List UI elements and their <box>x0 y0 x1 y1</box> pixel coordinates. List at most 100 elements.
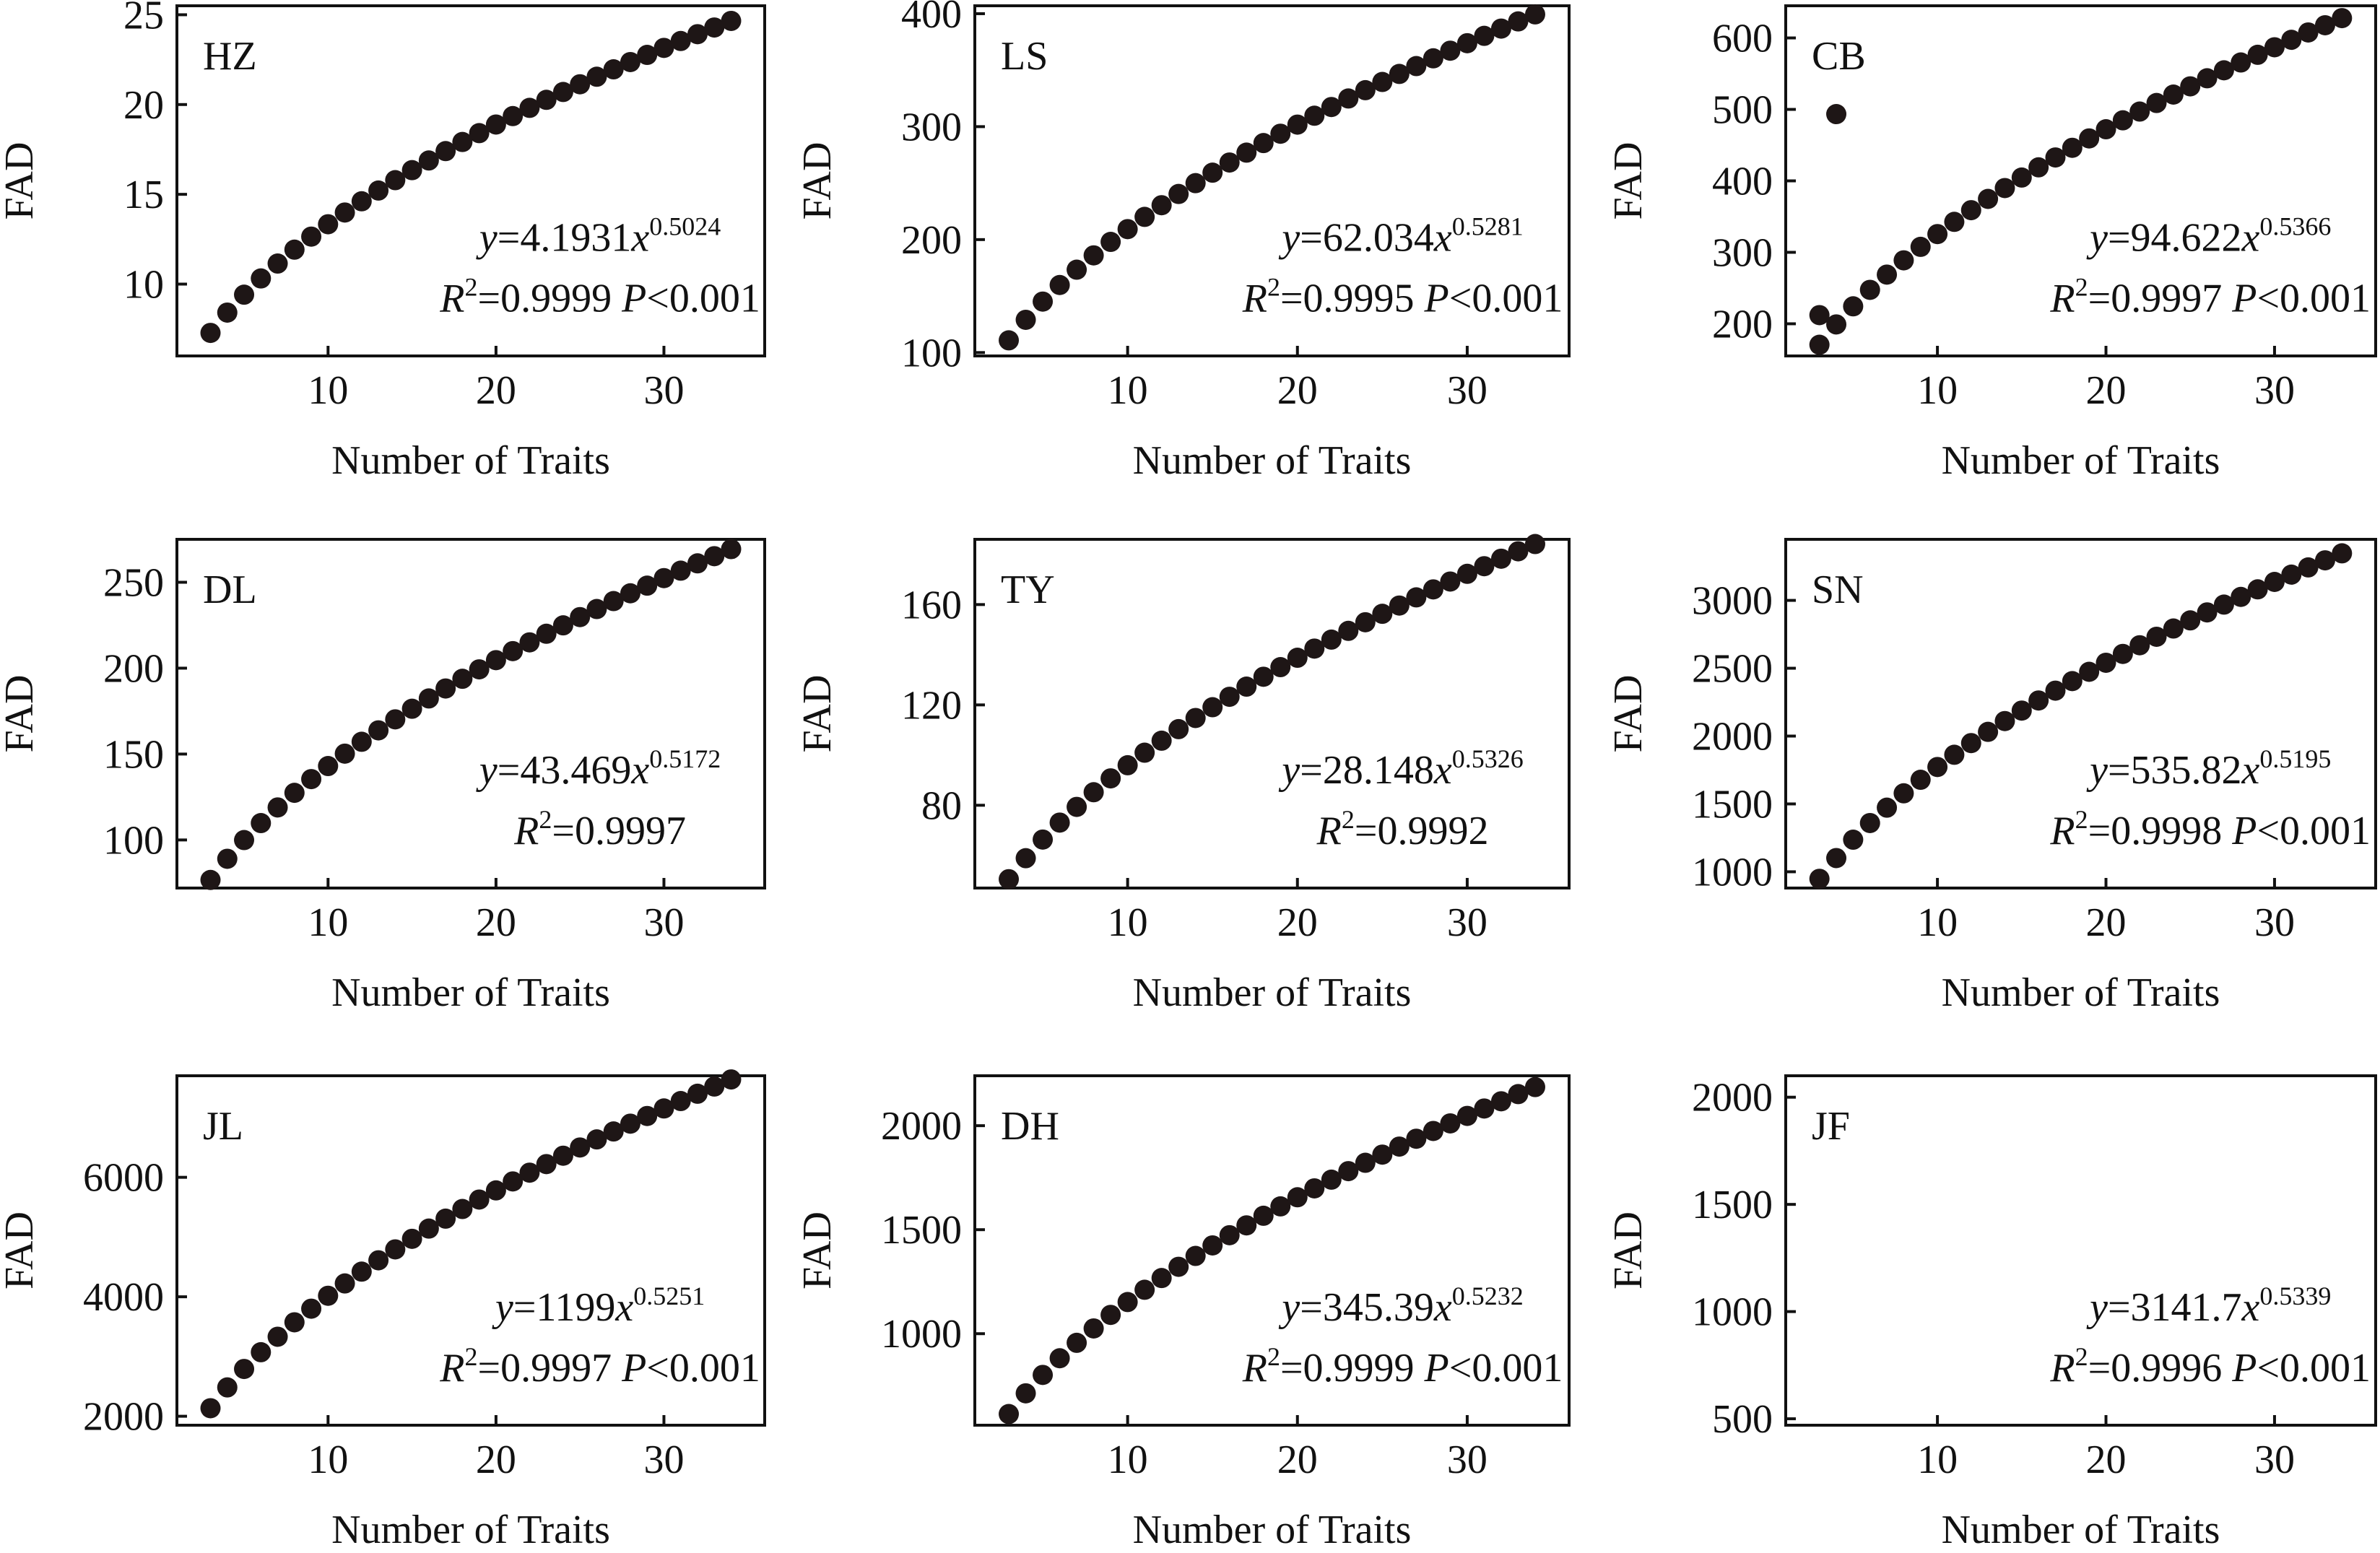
x-axis-title: Number of Traits <box>1942 970 2220 1015</box>
data-point <box>485 1180 506 1201</box>
x-tick-label: 10 <box>308 368 348 413</box>
data-point <box>485 650 506 671</box>
data-point <box>435 678 456 699</box>
data-point <box>1185 1245 1206 1266</box>
data-point <box>1355 612 1376 632</box>
data-point <box>1100 1305 1121 1326</box>
data-point <box>452 1199 473 1219</box>
data-point <box>1960 200 1981 221</box>
x-tick-label: 10 <box>1108 900 1148 945</box>
data-point <box>1524 1076 1545 1097</box>
data-point <box>217 1377 238 1398</box>
x-axis-title: Number of Traits <box>1942 1508 2220 1552</box>
eq-exponent: 0.5024 <box>649 212 721 241</box>
data-point <box>2332 8 2353 29</box>
data-point <box>1406 1128 1427 1149</box>
data-point <box>469 659 490 680</box>
plot-frame <box>1784 1074 2377 1427</box>
data-point <box>368 1250 389 1271</box>
y-axis-title: FAD <box>795 1211 840 1289</box>
data-point <box>2314 14 2335 35</box>
data-point <box>2231 586 2251 607</box>
x-tick-label: 30 <box>2254 900 2295 945</box>
data-point <box>1287 648 1308 669</box>
r2-sup: 2 <box>1267 1342 1280 1371</box>
data-point <box>1049 1348 1070 1369</box>
data-point <box>334 202 355 223</box>
r2-symbol: R <box>1242 1346 1267 1391</box>
x-tick-label: 30 <box>1447 368 1488 413</box>
panel-ls: 10 20 30 100 200 300 400 FAD Number of Traits LS y… <box>795 0 1571 483</box>
data-point <box>1978 188 1999 209</box>
x-axis-title: Number of Traits <box>1942 438 2220 483</box>
data-point <box>469 123 490 144</box>
y-tick-label: 2500 <box>1692 647 1773 692</box>
data-point <box>2264 572 2285 593</box>
y-tick-label: 500 <box>1712 1397 1773 1442</box>
data-point <box>2011 167 2032 188</box>
y-tick-label: 300 <box>901 105 962 149</box>
eq-coef: =62.034 <box>1300 216 1434 261</box>
data-point <box>670 30 691 51</box>
data-point <box>418 688 439 709</box>
data-point <box>1083 245 1104 266</box>
data-point <box>2062 137 2082 158</box>
x-tick-label: 30 <box>643 900 684 945</box>
panel-label: JF <box>1812 1104 1850 1149</box>
data-point <box>1809 334 1830 355</box>
r2-sup: 2 <box>464 273 477 302</box>
p-symbol: P <box>1424 1346 1449 1391</box>
data-point <box>1219 687 1240 708</box>
data-point <box>301 226 322 247</box>
data-point <box>1151 730 1172 751</box>
data-point <box>552 1145 573 1166</box>
eq-exponent: 0.5339 <box>2259 1282 2331 1310</box>
eq-coef: =43.469 <box>498 748 632 793</box>
data-point <box>2298 557 2319 578</box>
eq-y: y <box>1278 216 1300 261</box>
data-point <box>1067 1332 1087 1353</box>
eq-exponent: 0.5172 <box>649 744 721 773</box>
r2-symbol: R <box>439 1346 464 1391</box>
y-tick-label: 1500 <box>881 1208 962 1253</box>
data-point <box>1440 571 1461 592</box>
data-point <box>1134 1279 1155 1300</box>
data-point <box>1456 563 1477 584</box>
data-point <box>620 51 640 72</box>
data-point <box>469 1189 490 1210</box>
data-point <box>1236 677 1257 697</box>
data-point <box>284 239 305 260</box>
data-point <box>385 170 406 191</box>
y-tick-label: 4000 <box>83 1275 164 1320</box>
data-point <box>1355 1152 1376 1173</box>
eq-x: x <box>1433 1285 1452 1330</box>
eq-exponent: 0.5232 <box>1452 1282 1524 1310</box>
x-axis-title: Number of Traits <box>1133 438 1412 483</box>
eq-exponent: 0.5251 <box>633 1282 705 1310</box>
r2-value: =0.9996 <box>2088 1346 2233 1391</box>
data-point <box>217 848 238 869</box>
data-point <box>368 180 389 201</box>
y-tick-label: 2000 <box>1692 715 1773 760</box>
x-tick-label: 10 <box>1108 1437 1148 1482</box>
data-point <box>1406 56 1427 77</box>
x-tick-label: 20 <box>476 1437 516 1482</box>
data-point <box>2247 44 2268 65</box>
data-point <box>1508 541 1529 562</box>
data-point <box>1270 657 1291 678</box>
x-tick-label: 10 <box>1108 368 1148 413</box>
panel-jf: 10 20 30 500 1000 1500 2000 FAD Number of Traits… <box>1606 104 2377 1552</box>
x-tick-label: 20 <box>1277 368 1318 413</box>
fit-equation: y=28.148x0.5326 <box>1278 744 1523 793</box>
data-point <box>267 1326 288 1347</box>
data-point <box>1033 829 1054 850</box>
eq-y: y <box>1278 748 1300 793</box>
y-tick-label: 400 <box>901 0 962 37</box>
panel-hz: 10 20 30 10 15 20 25 FAD Number of Traits HZ y=4.1… <box>0 0 766 483</box>
x-tick-label: 10 <box>308 1437 348 1482</box>
r2-value: =0.9999 <box>1280 1346 1425 1391</box>
data-point <box>1321 97 1342 118</box>
data-point <box>2213 60 2234 81</box>
data-point <box>1389 64 1410 84</box>
